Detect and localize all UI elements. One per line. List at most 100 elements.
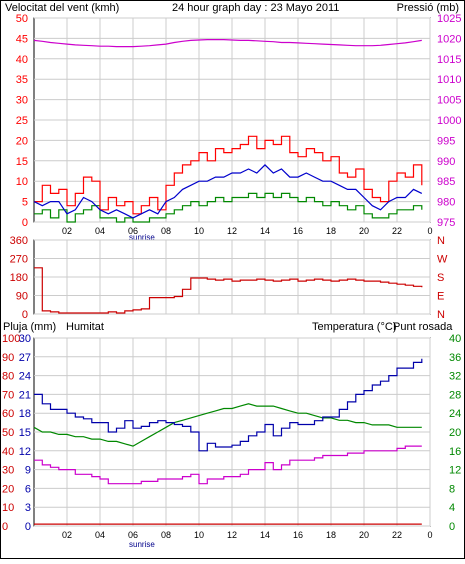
p1-xtick-02: 02 bbox=[62, 226, 72, 236]
p1-ytick-left-15: 15 bbox=[16, 156, 28, 168]
p1-ytick-right-1010: 1010 bbox=[437, 74, 461, 86]
p3-xtick-14: 14 bbox=[260, 530, 270, 540]
temperature-axis-label: Temperatura (°C) bbox=[312, 321, 396, 333]
p3-ytick-humidity-50: 50 bbox=[2, 427, 14, 439]
wind-speed-axis-label: Velocitat del vent (kmh) bbox=[5, 2, 119, 14]
p3-xtick-04: 04 bbox=[95, 530, 105, 540]
p3-xtick-0: 0 bbox=[427, 530, 432, 540]
p3-ytick-rain-10: 30 bbox=[19, 333, 31, 345]
p1-ytick-left-10: 10 bbox=[16, 176, 28, 188]
p2-compass-2: S bbox=[437, 272, 444, 284]
p2-ytick-360: 360 bbox=[10, 235, 28, 247]
p1-ytick-right-985: 985 bbox=[437, 176, 455, 188]
pressure-axis-label: Pressió (mb) bbox=[397, 2, 459, 14]
p3-ytick-temp-12: 12 bbox=[449, 465, 461, 477]
p2-ytick-180: 180 bbox=[10, 272, 28, 284]
p1-xtick-22: 22 bbox=[392, 226, 402, 236]
p3-ytick-rain-3: 9 bbox=[25, 465, 31, 477]
p1-xtick-0: 0 bbox=[427, 226, 432, 236]
p1-xtick-08: 08 bbox=[161, 226, 171, 236]
humidity-line bbox=[34, 358, 423, 452]
p3-ytick-humidity-40: 40 bbox=[2, 446, 14, 458]
pressure-line bbox=[33, 39, 422, 48]
p1-xtick-14: 14 bbox=[260, 226, 270, 236]
p3-ytick-rain-8: 24 bbox=[19, 371, 31, 383]
p3-xtick-10: 10 bbox=[194, 530, 204, 540]
p3-xtick-06: 06 bbox=[128, 530, 138, 540]
p1-xtick-12: 12 bbox=[227, 226, 237, 236]
p3-xtick-08: 08 bbox=[161, 530, 171, 540]
p3-ytick-temp-40: 40 bbox=[449, 333, 461, 345]
wind-average-line bbox=[33, 164, 423, 219]
p3-xtick-18: 18 bbox=[326, 530, 336, 540]
p1-ytick-right-1000: 1000 bbox=[437, 115, 461, 127]
wind-direction-line bbox=[34, 267, 423, 314]
p2-compass-4: N bbox=[437, 309, 445, 321]
p1-xtick-04: 04 bbox=[95, 226, 105, 236]
p3-ytick-rain-5: 15 bbox=[19, 427, 31, 439]
p3-ytick-rain-7: 21 bbox=[19, 389, 31, 401]
p3-ytick-rain-2: 6 bbox=[25, 483, 31, 495]
p2-compass-3: E bbox=[437, 291, 444, 303]
sunrise-annotation-2: sunrise bbox=[129, 540, 155, 549]
wind-pressure-panel: 0510152025303540455097598098599099510001… bbox=[16, 13, 462, 236]
p1-ytick-left-40: 40 bbox=[16, 54, 28, 66]
p1-ytick-right-1025: 1025 bbox=[437, 13, 461, 25]
dewpoint-axis-label: Punt rosada bbox=[393, 321, 453, 333]
p3-ytick-temp-32: 32 bbox=[449, 371, 461, 383]
p3-ytick-temp-24: 24 bbox=[449, 408, 461, 420]
p1-ytick-left-30: 30 bbox=[16, 95, 28, 107]
rain-axis-label: Pluja (mm) bbox=[3, 321, 56, 333]
p3-ytick-temp-28: 28 bbox=[449, 389, 461, 401]
p3-ytick-temp-16: 16 bbox=[449, 446, 461, 458]
p3-xtick-12: 12 bbox=[227, 530, 237, 540]
p2-ytick-90: 90 bbox=[16, 291, 28, 303]
wind-gust-line bbox=[34, 135, 423, 215]
p3-ytick-humidity-70: 70 bbox=[2, 389, 14, 401]
p2-ytick-0: 0 bbox=[22, 309, 28, 321]
p3-ytick-temp-20: 20 bbox=[449, 427, 461, 439]
p3-ytick-humidity-80: 80 bbox=[2, 371, 14, 383]
p2-ytick-270: 270 bbox=[10, 254, 28, 266]
p3-xtick-16: 16 bbox=[293, 530, 303, 540]
p1-ytick-left-35: 35 bbox=[16, 74, 28, 86]
p1-ytick-right-995: 995 bbox=[437, 135, 455, 147]
p3-ytick-humidity-60: 60 bbox=[2, 408, 14, 420]
p3-xtick-22: 22 bbox=[392, 530, 402, 540]
p3-ytick-humidity-20: 20 bbox=[2, 483, 14, 495]
p1-ytick-left-50: 50 bbox=[16, 13, 28, 25]
p1-ytick-right-1015: 1015 bbox=[437, 54, 461, 66]
p1-ytick-right-1005: 1005 bbox=[437, 95, 461, 107]
p1-ytick-left-25: 25 bbox=[16, 115, 28, 127]
p3-xtick-02: 02 bbox=[62, 530, 72, 540]
p2-compass-1: W bbox=[437, 254, 448, 266]
dewpoint-line bbox=[34, 445, 422, 485]
p3-ytick-temp-0: 0 bbox=[449, 521, 455, 533]
p1-ytick-right-975: 975 bbox=[437, 217, 455, 229]
p1-xtick-18: 18 bbox=[326, 226, 336, 236]
p3-ytick-humidity-100: 100 bbox=[2, 333, 20, 345]
p2-compass-0: N bbox=[437, 235, 445, 247]
p3-ytick-temp-8: 8 bbox=[449, 483, 455, 495]
p1-ytick-left-5: 5 bbox=[22, 197, 28, 209]
chart-title: 24 hour graph day : 23 Mayo 2011 bbox=[172, 2, 339, 14]
p1-ytick-left-45: 45 bbox=[16, 33, 28, 45]
p1-xtick-10: 10 bbox=[194, 226, 204, 236]
p1-xtick-16: 16 bbox=[293, 226, 303, 236]
p3-ytick-humidity-30: 30 bbox=[2, 465, 14, 477]
p1-ytick-right-980: 980 bbox=[437, 197, 455, 209]
humidity-axis-label: Humitat bbox=[66, 321, 104, 333]
wind-min-line bbox=[34, 192, 423, 223]
p1-ytick-left-20: 20 bbox=[16, 135, 28, 147]
sunrise-annotation: sunrise bbox=[129, 233, 155, 242]
p3-ytick-humidity-0: 0 bbox=[2, 521, 8, 533]
p3-xtick-20: 20 bbox=[359, 530, 369, 540]
p3-ytick-rain-9: 27 bbox=[19, 352, 31, 364]
p3-ytick-temp-4: 4 bbox=[449, 502, 455, 514]
p3-ytick-rain-6: 18 bbox=[19, 408, 31, 420]
p1-xtick-20: 20 bbox=[359, 226, 369, 236]
